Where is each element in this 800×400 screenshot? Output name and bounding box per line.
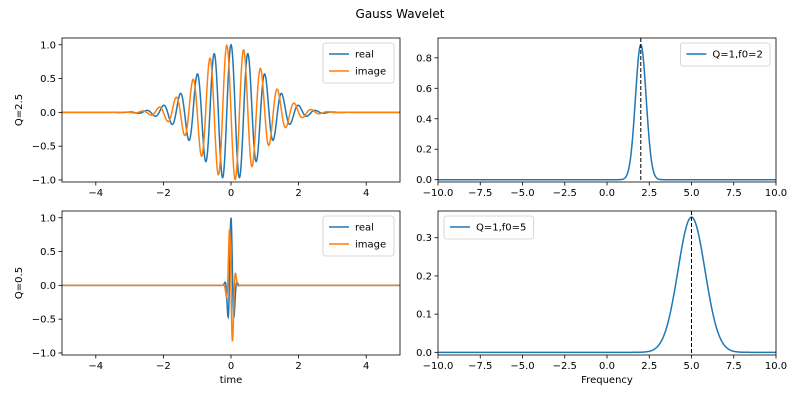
x-tick-label: −5.0 [510, 188, 534, 199]
series-line-image [62, 229, 400, 342]
x-tick-label: −5.0 [510, 361, 534, 372]
x-tick-label: 7.5 [726, 361, 742, 372]
x-tick-label: −2 [156, 188, 171, 199]
legend: real image [322, 215, 395, 257]
y-tick-label: 0.1 [416, 310, 432, 321]
x-tick-label: 5.0 [684, 361, 700, 372]
x-tick-label: −4 [88, 188, 103, 199]
legend: Q=1,f0=5 [443, 215, 534, 240]
x-tick-label: −2.5 [553, 188, 577, 199]
legend-box [443, 215, 534, 240]
x-tick-label: 4 [363, 188, 369, 199]
y-tick-label: 0.8 [416, 53, 432, 64]
x-tick-label: 7.5 [726, 188, 742, 199]
y-tick-label: 1.0 [40, 213, 56, 224]
legend-box [680, 42, 771, 67]
x-tick-label: 0.0 [599, 361, 615, 372]
y-tick-label: 0.3 [416, 233, 432, 244]
x-tick-label: −7.5 [468, 188, 492, 199]
plot-area-c [62, 217, 400, 342]
y-tick-label: 0.0 [416, 175, 432, 186]
plot-area-b [438, 38, 776, 182]
x-tick-label: 10.0 [765, 361, 787, 372]
x-tick-label: −10.0 [423, 188, 454, 199]
x-tick-label: 0 [228, 188, 234, 199]
y-tick-label: 0.2 [416, 271, 432, 282]
x-tick-label: −4 [88, 361, 103, 372]
x-tick-label: −2 [156, 361, 171, 372]
legend-entry: image [355, 67, 386, 78]
axes-a: −4 −2 0 2 4 −1.0 −0.5 0.0 0.5 1.0 Q=2.5 real image [14, 37, 401, 199]
y-axis-label: Q=2.5 [14, 94, 25, 126]
x-tick-label: 2.5 [641, 188, 657, 199]
y-axis-label: Q=0.5 [14, 267, 25, 299]
legend: real image [322, 42, 395, 84]
y-tick-label: 0.5 [40, 247, 56, 258]
y-tick-label: −1.0 [32, 348, 56, 359]
y-tick-label: 1.0 [40, 40, 56, 51]
y-tick-label: 0.5 [40, 74, 56, 85]
y-tick-label: 0.0 [40, 281, 56, 292]
axes-c: −4 −2 0 2 4 −1.0 −0.5 0.0 0.5 1.0 Q=0.5 time real ima… [14, 210, 401, 386]
x-tick-label: 0.0 [599, 188, 615, 199]
x-tick-label: 2 [295, 188, 301, 199]
x-tick-label: 2.5 [641, 361, 657, 372]
axes-root: −4 −2 0 2 4 −1.0 −0.5 0.0 0.5 1.0 Q=2.5 real image −1… [14, 37, 787, 386]
legend-entry: Q=1,f0=5 [476, 223, 526, 234]
y-tick-label: −1.0 [32, 175, 56, 186]
legend-box [322, 42, 395, 84]
y-tick-label: 0.0 [416, 348, 432, 359]
axes-b: −10.0 −7.5 −5.0 −2.5 0.0 2.5 5.0 7.5 10.0 0.0 0.2 0… [416, 37, 787, 199]
x-tick-label: 2 [295, 361, 301, 372]
figure-title: Gauss Wavelet [356, 7, 445, 21]
plot-area-a [62, 43, 400, 181]
legend-box [322, 215, 395, 257]
legend-entry: real [355, 50, 374, 61]
axes-d: −10.0 −7.5 −5.0 −2.5 0.0 2.5 5.0 7.5 10.0 0.0 0.1 0… [416, 210, 787, 386]
series-line-q-1-f0-2 [438, 43, 776, 181]
x-axis-label: Frequency [581, 375, 633, 386]
plot-area-d [438, 211, 776, 355]
legend-entry: Q=1,f0=2 [712, 50, 762, 61]
series-line-q-1-f0-5 [438, 216, 776, 354]
x-tick-label: −10.0 [423, 361, 454, 372]
x-tick-label: 0 [228, 361, 234, 372]
legend-entry: image [355, 240, 386, 251]
x-tick-label: 5.0 [684, 188, 700, 199]
x-axis-label: time [220, 375, 243, 386]
legend: Q=1,f0=2 [680, 42, 771, 67]
x-tick-label: −2.5 [553, 361, 577, 372]
series-line-image [62, 44, 400, 181]
x-tick-label: 4 [363, 361, 369, 372]
y-tick-label: 0.6 [416, 84, 432, 95]
x-tick-label: 10.0 [765, 188, 787, 199]
y-tick-label: −0.5 [32, 142, 56, 153]
legend-entry: real [355, 223, 374, 234]
y-tick-label: −0.5 [32, 315, 56, 326]
x-tick-label: −7.5 [468, 361, 492, 372]
y-tick-label: 0.4 [416, 114, 432, 125]
y-tick-label: 0.2 [416, 145, 432, 156]
y-tick-label: 0.0 [40, 108, 56, 119]
